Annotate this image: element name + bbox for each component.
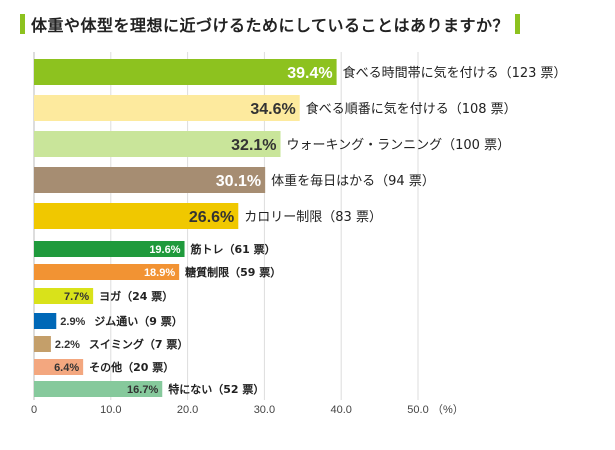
bar-7 bbox=[34, 264, 180, 280]
value-label-11: 6.4% bbox=[54, 362, 79, 374]
value-label-4: 30.1% bbox=[216, 173, 261, 190]
value-label-1: 39.4% bbox=[287, 65, 332, 82]
title-left-marker bbox=[20, 14, 25, 34]
category-label-11: その他（20 票） bbox=[89, 360, 174, 374]
x-tick-label-10: 10.0 bbox=[100, 404, 121, 416]
bar-11 bbox=[34, 359, 84, 375]
bar-3 bbox=[34, 131, 281, 157]
category-label-12: 特にない（52 票） bbox=[168, 382, 264, 396]
value-label-9: 2.9% bbox=[60, 316, 85, 328]
bar-9 bbox=[34, 313, 57, 329]
x-tick-label-0: 0 bbox=[31, 404, 37, 416]
category-label-1: 食べる時間帯に気を付ける（123 票） bbox=[343, 65, 567, 81]
value-label-6: 19.6% bbox=[149, 244, 180, 256]
value-label-12: 16.7% bbox=[127, 384, 158, 396]
bar-12 bbox=[34, 381, 163, 397]
category-label-2: 食べる順番に気を付ける（108 票） bbox=[306, 101, 517, 117]
category-label-5: カロリー制限（83 票） bbox=[244, 210, 382, 225]
value-label-10: 2.2% bbox=[55, 339, 80, 351]
bar-1 bbox=[34, 59, 337, 85]
category-label-8: ヨガ（24 票） bbox=[99, 289, 173, 303]
bar-2 bbox=[34, 95, 300, 121]
bar-8 bbox=[34, 288, 94, 304]
title-right-marker bbox=[515, 14, 521, 34]
value-label-7: 18.9% bbox=[144, 267, 175, 279]
category-label-9: ジム通い（9 票） bbox=[94, 315, 182, 328]
bar-5 bbox=[34, 203, 239, 229]
value-label-2: 34.6% bbox=[250, 101, 295, 118]
category-label-4: 体重を毎日はかる（94 票） bbox=[271, 173, 435, 189]
chart-title: 体重や体型を理想に近づけるためにしていることはありますか？ bbox=[31, 16, 510, 35]
x-tick-label-40: 40.0 bbox=[330, 404, 351, 416]
value-label-3: 32.1% bbox=[231, 137, 276, 154]
category-label-3: ウォーキング・ランニング（100 票） bbox=[287, 138, 511, 153]
bar-10 bbox=[34, 336, 51, 352]
category-label-7: 糖質制限（59 票） bbox=[185, 265, 281, 279]
bar-6 bbox=[34, 241, 185, 257]
category-label-6: 筋トレ（61 票） bbox=[190, 242, 276, 256]
value-label-8: 7.7% bbox=[64, 291, 89, 303]
x-axis-unit-label: （%） bbox=[432, 403, 464, 416]
bar-4 bbox=[34, 167, 266, 193]
x-tick-label-20: 20.0 bbox=[177, 404, 198, 416]
value-label-5: 26.6% bbox=[189, 209, 234, 226]
chart-title-block: 体重や体型を理想に近づけるためにしていることはありますか？ bbox=[20, 13, 521, 35]
x-tick-label-50: 50.0 bbox=[407, 404, 428, 416]
category-label-10: スイミング（7 票） bbox=[89, 337, 188, 351]
x-tick-label-30: 30.0 bbox=[254, 404, 275, 416]
